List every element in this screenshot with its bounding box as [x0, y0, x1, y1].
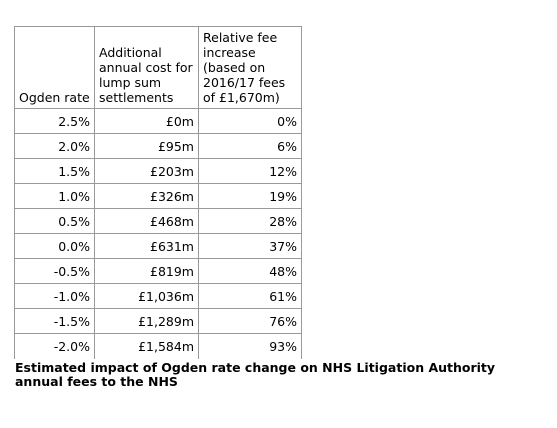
fee-increase-cell: 37% — [198, 233, 302, 259]
ogden-rate-cell: 1.5% — [14, 158, 95, 184]
ogden-rate-cell: 1.0% — [14, 183, 95, 209]
ogden-rate-cell: 0.5% — [14, 208, 95, 234]
additional-cost-cell: £468m — [94, 208, 199, 234]
ogden-rate-cell: 2.0% — [14, 133, 95, 159]
header-fee-increase: Relative fee increase (based on 2016/17 … — [198, 26, 302, 109]
ogden-rate-cell: -1.0% — [14, 283, 95, 309]
fee-increase-cell: 93% — [198, 333, 302, 359]
table-row: 0.5% £468m 28% — [14, 208, 302, 234]
ogden-rate-cell: 0.0% — [14, 233, 95, 259]
additional-cost-cell: £203m — [94, 158, 199, 184]
header-ogden-rate-text: Ogden rate — [19, 90, 90, 105]
additional-cost-cell: £1,584m — [94, 333, 199, 359]
figure: Ogden rate Additional annual cost for lu… — [14, 26, 540, 389]
fee-increase-cell: 61% — [198, 283, 302, 309]
table-row: -1.0% £1,036m 61% — [14, 283, 302, 309]
header-additional-cost-text: Additional annual cost for lump sum sett… — [99, 45, 193, 105]
table-row: 2.0% £95m 6% — [14, 133, 302, 159]
table-row: 0.0% £631m 37% — [14, 233, 302, 259]
table-row: -0.5% £819m 48% — [14, 258, 302, 284]
additional-cost-cell: £819m — [94, 258, 199, 284]
ogden-rate-cell: -2.0% — [14, 333, 95, 359]
fee-increase-cell: 48% — [198, 258, 302, 284]
fee-increase-cell: 12% — [198, 158, 302, 184]
header-row: Ogden rate Additional annual cost for lu… — [14, 26, 302, 109]
fee-increase-cell: 19% — [198, 183, 302, 209]
table-caption: Estimated impact of Ogden rate change on… — [15, 359, 496, 389]
table-body: 2.5% £0m 0% 2.0% £95m 6% 1.5% £203m 12% 1.0% £326m… — [14, 108, 302, 359]
table-row: 2.5% £0m 0% — [14, 108, 302, 134]
table-row: -1.5% £1,289m 76% — [14, 308, 302, 334]
ogden-rate-cell: -0.5% — [14, 258, 95, 284]
table-row: 1.0% £326m 19% — [14, 183, 302, 209]
ogden-impact-table: Ogden rate Additional annual cost for lu… — [14, 26, 302, 359]
additional-cost-cell: £0m — [94, 108, 199, 134]
table-row: 1.5% £203m 12% — [14, 158, 302, 184]
additional-cost-cell: £631m — [94, 233, 199, 259]
additional-cost-cell: £1,036m — [94, 283, 199, 309]
fee-increase-cell: 0% — [198, 108, 302, 134]
fee-increase-cell: 6% — [198, 133, 302, 159]
additional-cost-cell: £1,289m — [94, 308, 199, 334]
additional-cost-cell: £95m — [94, 133, 199, 159]
fee-increase-cell: 76% — [198, 308, 302, 334]
fee-increase-cell: 28% — [198, 208, 302, 234]
ogden-rate-cell: -1.5% — [14, 308, 95, 334]
header-additional-cost: Additional annual cost for lump sum sett… — [94, 26, 199, 109]
header-ogden-rate: Ogden rate — [14, 26, 95, 109]
table-header: Ogden rate Additional annual cost for lu… — [14, 26, 302, 109]
table-row: -2.0% £1,584m 93% — [14, 333, 302, 359]
header-fee-increase-text: Relative fee increase (based on 2016/17 … — [203, 30, 286, 105]
additional-cost-cell: £326m — [94, 183, 199, 209]
ogden-rate-cell: 2.5% — [14, 108, 95, 134]
